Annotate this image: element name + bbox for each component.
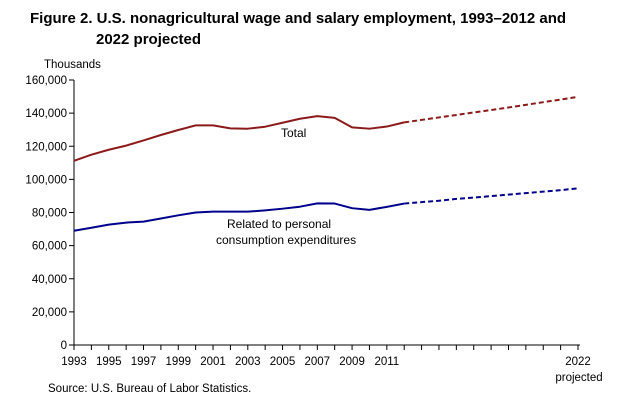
y-ticks: 0 20,000 40,000 60,000 80,000 100,000 120,000 1…	[25, 75, 74, 352]
x-tick-sublabel: projected	[555, 372, 602, 384]
x-tick-label: 1997	[131, 356, 157, 368]
series-line-0-historical	[73, 115, 405, 162]
y-tick-label: 60,000	[32, 241, 67, 253]
x-tick-label: 1999	[165, 356, 191, 368]
x-tick-label: 2005	[270, 356, 296, 368]
x-tick-label: 2001	[200, 356, 226, 368]
x-tick-label: 1995	[96, 356, 122, 368]
label-total: Total	[281, 126, 306, 140]
series-1-point	[576, 187, 579, 190]
x-tick-label: 2022	[565, 356, 591, 368]
chart-title-line2: 2022 projected	[96, 31, 201, 48]
label-pce-line2: consumption expenditures	[216, 233, 356, 247]
chart-title-line1: Figure 2. U.S. nonagricultural wage and …	[30, 10, 566, 27]
x-tick-label: 1993	[61, 356, 87, 368]
x-tick-label: 2009	[339, 356, 365, 368]
x-ticks: 1993 1995 1997 1999 2001 2003 2005 2007 2009 2011…	[61, 345, 603, 384]
label-pce-line1: Related to personal	[227, 217, 331, 231]
y-tick-label: 140,000	[25, 108, 67, 120]
y-tick-label: 160,000	[25, 75, 67, 87]
y-axis-label: Thousands	[44, 59, 101, 71]
series-layer	[73, 95, 579, 232]
x-tick-label: 2011	[374, 356, 399, 368]
y-tick-label: 120,000	[25, 141, 67, 153]
x-tick-label: 2007	[305, 356, 331, 368]
series-line-0-projected	[404, 95, 579, 124]
series-line-1-projected	[404, 187, 579, 205]
y-tick-label: 100,000	[25, 174, 67, 186]
y-tick-label: 40,000	[32, 274, 67, 286]
y-tick-label: 20,000	[32, 307, 67, 319]
series-line-1-historical	[73, 202, 405, 232]
y-tick-label: 0	[61, 340, 67, 352]
source-note: Source: U.S. Bureau of Labor Statistics.	[48, 383, 251, 395]
y-tick-label: 80,000	[32, 208, 67, 220]
series-0-point	[576, 95, 579, 98]
x-tick-label: 2003	[235, 356, 261, 368]
